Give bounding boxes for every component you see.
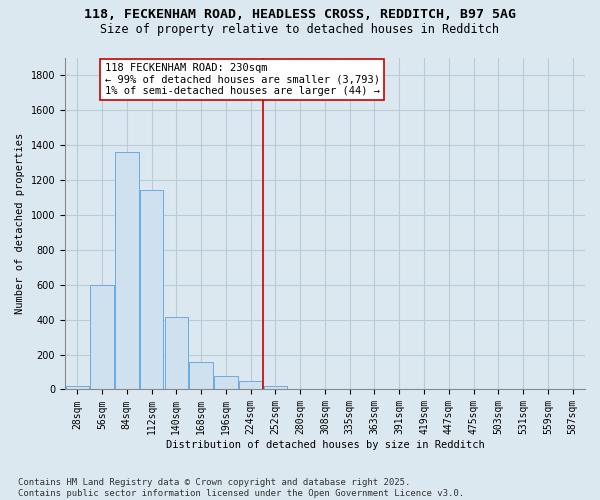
Bar	[65, 386, 89, 390]
Bar	[164, 317, 188, 390]
Text: Contains HM Land Registry data © Crown copyright and database right 2025.
Contai: Contains HM Land Registry data © Crown c…	[18, 478, 464, 498]
Text: Size of property relative to detached houses in Redditch: Size of property relative to detached ho…	[101, 22, 499, 36]
Y-axis label: Number of detached properties: Number of detached properties	[15, 133, 25, 314]
Bar	[90, 284, 114, 390]
Bar	[263, 386, 287, 390]
Bar	[140, 190, 163, 390]
Bar	[115, 152, 139, 390]
X-axis label: Distribution of detached houses by size in Redditch: Distribution of detached houses by size …	[166, 440, 484, 450]
Text: 118, FECKENHAM ROAD, HEADLESS CROSS, REDDITCH, B97 5AG: 118, FECKENHAM ROAD, HEADLESS CROSS, RED…	[84, 8, 516, 20]
Bar	[239, 380, 262, 390]
Bar	[190, 362, 213, 390]
Bar	[214, 376, 238, 390]
Text: 118 FECKENHAM ROAD: 230sqm
← 99% of detached houses are smaller (3,793)
1% of se: 118 FECKENHAM ROAD: 230sqm ← 99% of deta…	[104, 62, 380, 96]
